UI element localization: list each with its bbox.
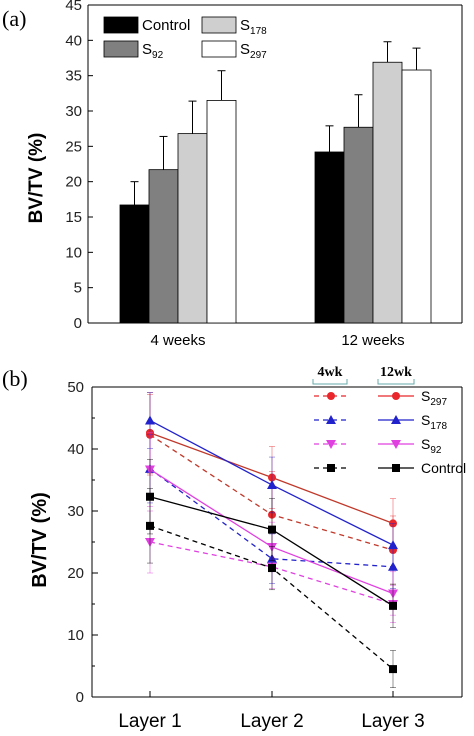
legend-swatch [103,40,139,58]
y-tick-label: 0 [74,315,82,332]
line-chart: (b) BV/TV (%) 0 10 20 30 40 50 Layer 1 Layer 2 L… [2,365,466,732]
bar [177,133,208,324]
bar [148,169,179,324]
bar [372,61,403,324]
legend-marker [391,440,401,449]
bar-chart: (a) BV/TV (%) 0 5 10 15 20 25 30 35 40 45 4 weeks… [2,0,463,349]
y-tick-label: 25 [65,138,82,155]
legend-bracket [312,379,348,385]
x-category-label: Layer 1 [118,711,181,732]
x-category-label: Layer 3 [361,711,424,732]
legend-label: S92 [421,436,442,456]
data-point [267,479,277,489]
legend-label: S178 [421,412,447,432]
y-tick-label: 5 [74,280,82,297]
bar [343,126,374,324]
legend-marker [327,392,335,400]
y-tick-label: 40 [65,32,82,49]
bar [206,100,237,324]
legend-swatch [201,16,237,34]
y-tick-label: 40 [67,441,84,458]
legend-marker [326,415,336,424]
legend-marker [392,464,400,472]
y-axis-label: BV/TV (%) [29,492,51,588]
y-tick-label: 30 [65,103,82,120]
y-tick-label: 50 [67,379,84,396]
legend-swatch [103,16,139,34]
legend-label: Control [142,17,190,34]
series-line [149,541,394,605]
bar [314,151,345,324]
data-point [388,540,398,550]
y-tick-label: 30 [67,503,84,520]
legend-header-4wk: 4wk [318,365,343,380]
data-point [145,415,155,425]
x-category-label: 12 weeks [341,332,404,349]
bar [119,204,150,324]
data-point [268,525,276,534]
legend-label: S297 [240,41,267,61]
legend-marker [391,415,401,424]
legend-marker [326,440,336,449]
data-point [389,601,397,610]
data-point [268,564,276,573]
y-tick-label: 45 [65,0,82,14]
legend-label: Control [421,460,466,476]
y-tick-label: 10 [67,627,84,644]
legend-bracket [377,379,415,385]
legend-label: S297 [421,388,447,408]
y-tick-label: 20 [65,174,82,191]
legend-label: S178 [240,17,267,37]
x-category-label: Layer 2 [240,711,303,732]
legend-marker [327,464,335,472]
legend-header-12wk: 12wk [380,365,412,380]
x-category-label: 4 weeks [150,332,205,349]
data-point [146,492,154,501]
y-tick-label: 10 [65,244,82,261]
legend-swatch [201,40,237,58]
y-axis-label: BV/TV (%) [26,133,47,224]
panel-label-a: (a) [2,6,26,31]
bar [401,69,432,324]
data-point [389,665,397,674]
legend-label: S92 [142,41,164,61]
y-tick-label: 20 [67,565,84,582]
y-tick-label: 15 [65,209,82,226]
y-tick-label: 0 [76,689,84,706]
y-tick-label: 35 [65,68,82,85]
legend-marker [392,392,400,400]
panel-label-b: (b) [2,366,28,391]
